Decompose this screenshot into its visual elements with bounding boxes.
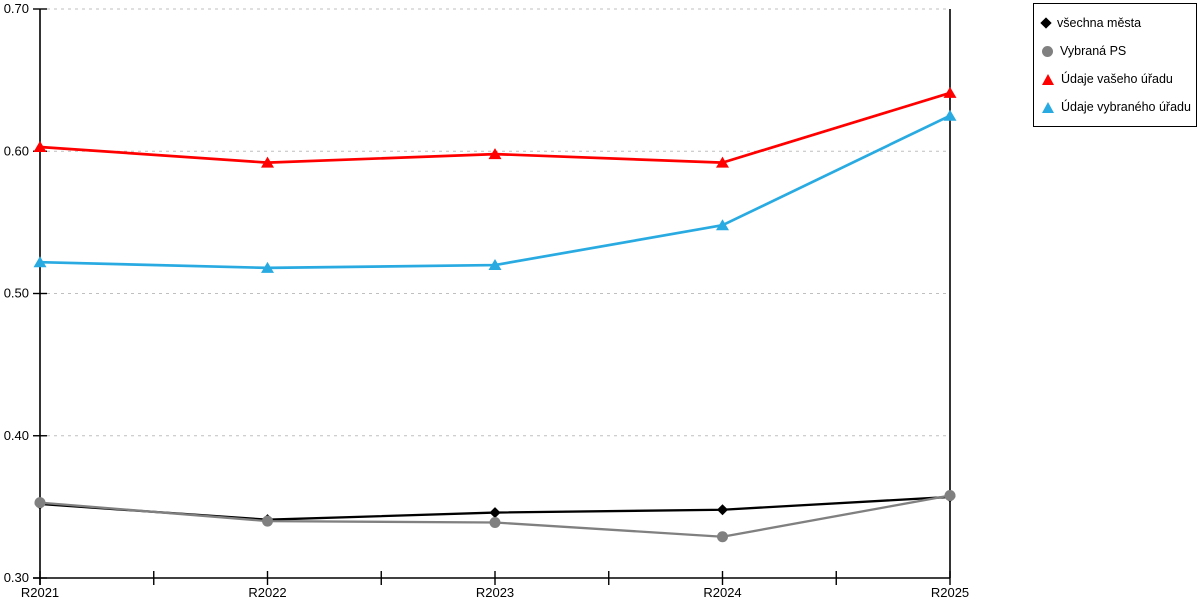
data-point-triangle xyxy=(488,148,502,160)
series-triangle-3 xyxy=(33,109,957,273)
y-tick-label: 0.60 xyxy=(4,143,29,158)
legend-label: Údaje vašeho úřadu xyxy=(1061,72,1173,86)
y-tick-label: 0.70 xyxy=(4,1,29,16)
data-point-triangle xyxy=(488,259,502,271)
legend: všechna města Vybraná PS Údaje vašeho úř… xyxy=(1033,3,1197,127)
data-point-circle xyxy=(717,531,728,543)
data-point-triangle xyxy=(261,156,274,168)
data-point-triangle xyxy=(943,109,957,121)
x-tick-label: R2022 xyxy=(248,585,286,600)
series-circle-1 xyxy=(34,489,956,543)
triangle-marker-icon xyxy=(1042,73,1054,85)
x-tick-label: R2023 xyxy=(476,585,514,600)
data-point-diamond xyxy=(717,504,728,516)
axes: 0.30 0.40 0.50 0.60 0.70 R2021 R2022 R2023 R2024… xyxy=(4,1,969,600)
data-point-triangle xyxy=(261,261,274,273)
legend-item: Údaje vašeho úřadu xyxy=(1042,69,1188,89)
data-point-circle xyxy=(262,515,273,527)
triangle-marker-icon xyxy=(1042,101,1054,113)
legend-label: všechna města xyxy=(1057,16,1142,30)
y-tick-label: 0.40 xyxy=(4,428,29,443)
legend-item: všechna města xyxy=(1040,13,1188,33)
series-line xyxy=(39,114,951,270)
data-point-diamond xyxy=(489,507,501,519)
data-point-triangle xyxy=(33,140,47,152)
data-point-circle xyxy=(944,489,956,501)
x-tick-label: R2024 xyxy=(703,585,741,600)
legend-label: Údaje vybraného úřadu xyxy=(1061,100,1191,114)
gridlines xyxy=(40,8,950,437)
circle-marker-icon xyxy=(1042,45,1053,57)
x-tick-label: R2021 xyxy=(21,585,59,600)
y-tick-label: 0.50 xyxy=(4,286,29,301)
legend-label: Vybraná PS xyxy=(1060,44,1127,58)
data-point-triangle xyxy=(716,156,729,168)
data-point-triangle xyxy=(33,256,47,268)
data-point-circle xyxy=(489,517,501,529)
diamond-marker-icon xyxy=(1040,17,1052,29)
legend-item: Údaje vybraného úřadu xyxy=(1042,97,1191,117)
legend-item: Vybraná PS xyxy=(1042,41,1188,61)
data-point-triangle xyxy=(943,86,957,98)
data-point-circle xyxy=(34,497,46,509)
series-triangle-2 xyxy=(33,86,957,168)
y-tick-label: 0.30 xyxy=(4,570,29,585)
x-tick-label: R2025 xyxy=(931,585,969,600)
data-point-triangle xyxy=(716,219,729,231)
